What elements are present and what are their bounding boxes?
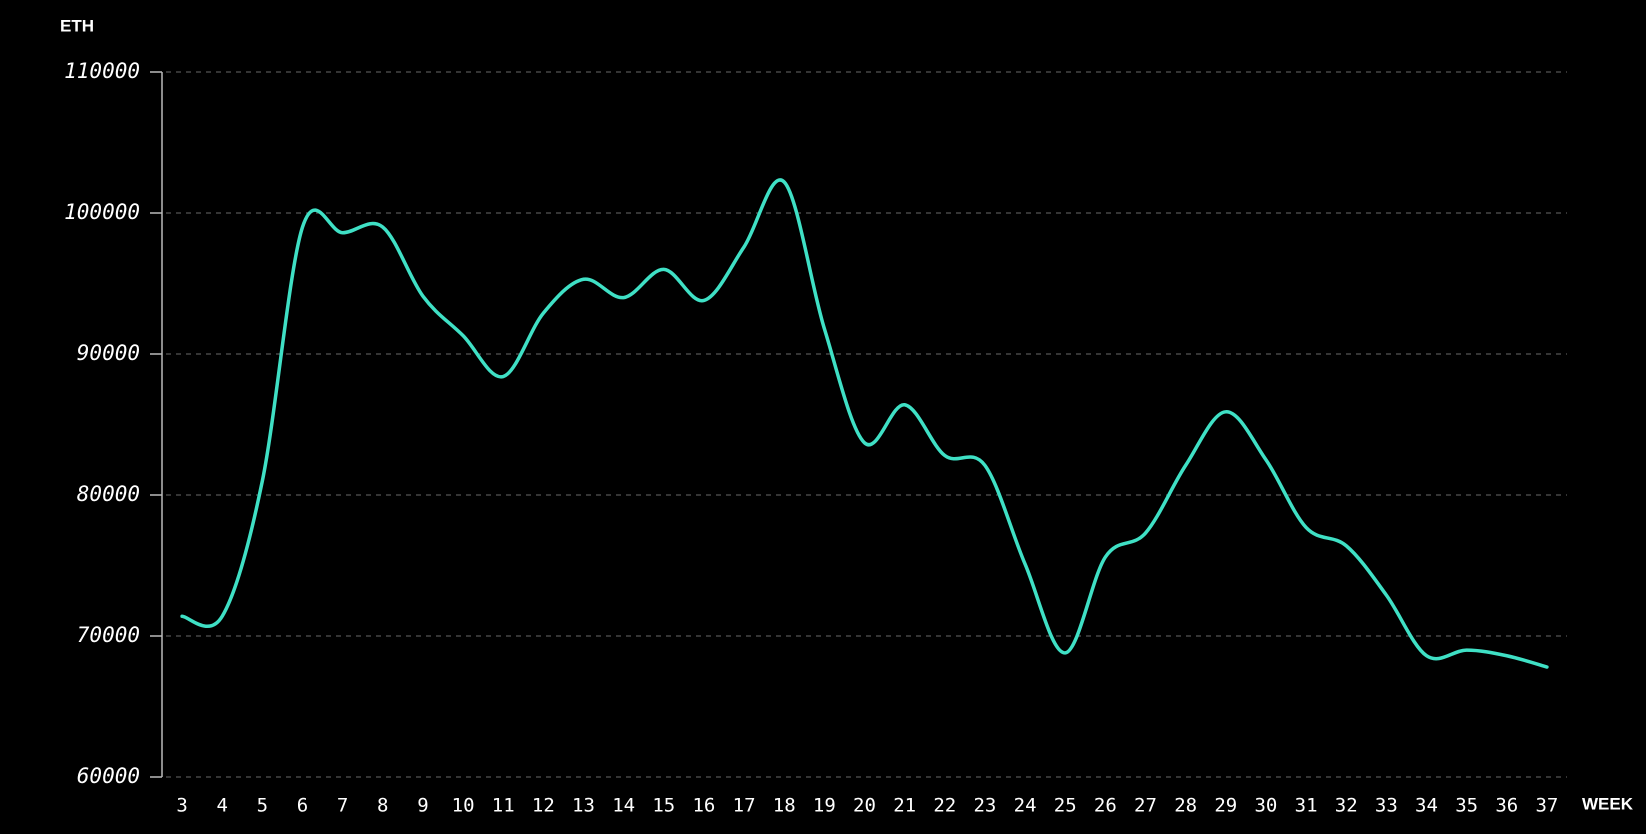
x-tick-label: 10 (452, 795, 475, 817)
x-tick-label: 7 (337, 795, 348, 817)
x-tick-label: 23 (973, 795, 996, 817)
x-tick-label: 12 (532, 795, 555, 817)
y-tick-label: 70000 (77, 623, 140, 647)
x-tick-label: 25 (1054, 795, 1077, 817)
x-tick-label: 6 (297, 795, 308, 817)
x-tick-label: 34 (1415, 795, 1438, 817)
y-tick-label: 80000 (77, 482, 140, 506)
x-tick-label: 29 (1214, 795, 1237, 817)
x-tick-label: 33 (1375, 795, 1398, 817)
line (180, 178, 1549, 669)
y-tick-label: 60000 (77, 764, 140, 788)
x-tick-label: 18 (773, 795, 796, 817)
x-tick-label: 35 (1455, 795, 1478, 817)
x-tick-label: 32 (1335, 795, 1358, 817)
x-tick-label: 20 (853, 795, 876, 817)
x-tick-label: 16 (692, 795, 715, 817)
y-tick-label: 90000 (77, 341, 140, 365)
x-tick-label: 14 (612, 795, 635, 817)
x-tick-label: 31 (1295, 795, 1318, 817)
x-tick-label: 13 (572, 795, 595, 817)
y-axis-label: ETH (60, 16, 94, 35)
x-tick-label: 15 (652, 795, 675, 817)
x-tick-label: 8 (377, 795, 388, 817)
x-tick-label: 36 (1495, 795, 1518, 817)
x-tick-label: 21 (893, 795, 916, 817)
x-tick-label: 19 (813, 795, 836, 817)
x-axis-label: WEEK (1582, 794, 1634, 813)
x-tick-label: 3 (176, 795, 187, 817)
x-tick-label: 4 (216, 795, 227, 817)
x-tick-label: 24 (1014, 795, 1037, 817)
x-tick-label: 37 (1535, 795, 1558, 817)
x-tick-label: 17 (733, 795, 756, 817)
x-tick-label: 28 (1174, 795, 1197, 817)
y-tick-label: 110000 (64, 59, 140, 83)
x-tick-label: 30 (1254, 795, 1277, 817)
x-tick-label: 22 (933, 795, 956, 817)
y-tick-label: 100000 (64, 200, 140, 224)
x-tick-label: 9 (417, 795, 428, 817)
x-tick-label: 26 (1094, 795, 1117, 817)
x-tick-label: 11 (492, 795, 515, 817)
x-tick-label: 27 (1134, 795, 1157, 817)
x-tick-label: 5 (257, 795, 268, 817)
